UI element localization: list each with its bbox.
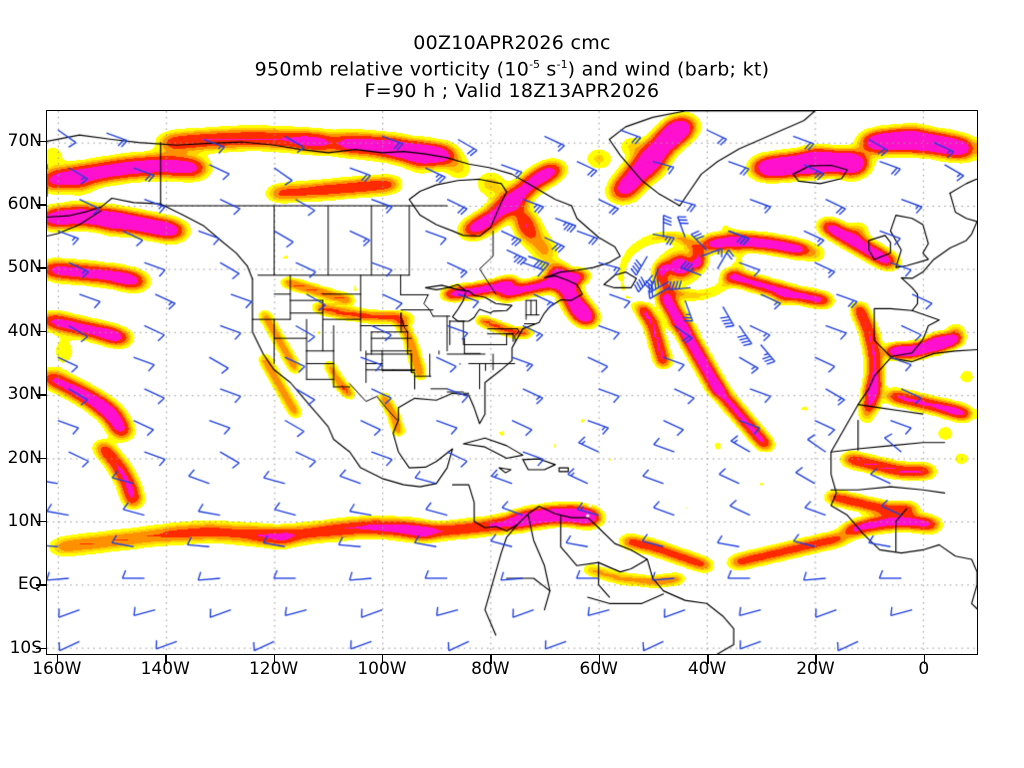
- title-variable-mid: s: [540, 58, 557, 81]
- vorticity-wind-map-canvas: [47, 111, 977, 654]
- lat-tick-eq: [36, 584, 46, 586]
- lon-tick-140w: [165, 655, 167, 664]
- lat-label-40n: 40N: [7, 320, 42, 341]
- lat-label-10n: 10N: [7, 510, 42, 531]
- lon-tick-0: [923, 655, 926, 664]
- lon-label-60w: 60W: [579, 659, 618, 679]
- title-line-model: 00Z10APR2026 cmc: [413, 32, 611, 54]
- lat-tick-70n: [36, 140, 46, 143]
- lon-label-100w: 100W: [357, 659, 407, 679]
- lon-tick-100w: [381, 655, 384, 664]
- lat-tick-10n: [36, 520, 46, 523]
- lon-tick-60w: [598, 655, 601, 664]
- title-line-valid: F=90 h ; Valid 18Z13APR2026: [364, 80, 660, 103]
- title-variable-post: ) and wind (barb; kt): [567, 58, 770, 81]
- lon-label-20w: 20W: [796, 659, 835, 679]
- title-exponent-minus1: -1: [556, 58, 568, 71]
- lon-label-120w: 120W: [248, 659, 299, 679]
- lat-tick-40n: [36, 330, 46, 333]
- chart-title-block: 00Z10APR2026 cmc 950mb relative vorticit…: [0, 32, 1024, 102]
- lat-label-20n: 20N: [7, 447, 42, 468]
- lat-label-60n: 60N: [7, 194, 42, 215]
- lon-tick-120w: [273, 655, 276, 664]
- lat-label-30n: 30N: [7, 384, 42, 405]
- lon-label-80w: 80W: [471, 659, 510, 679]
- lon-label-160w: 160W: [32, 659, 82, 679]
- lat-label-70n: 70N: [7, 130, 42, 151]
- lon-label-40w: 40W: [687, 659, 727, 679]
- lon-tick-80w: [490, 655, 492, 664]
- lat-label-50n: 50N: [7, 257, 42, 278]
- lon-tick-20w: [815, 655, 817, 664]
- lat-tick-50n: [36, 267, 46, 269]
- lon-label-140w: 140W: [140, 659, 190, 679]
- lat-label-10s: 10S: [9, 637, 42, 658]
- lat-tick-10s: [36, 647, 46, 650]
- lat-tick-60n: [36, 204, 46, 206]
- lon-label-0: 0: [918, 659, 930, 679]
- lon-tick-40w: [707, 655, 709, 664]
- title-variable-pre: 950mb relative vorticity (10: [254, 58, 530, 81]
- map-plot-area: [46, 110, 978, 655]
- lat-tick-20n: [36, 457, 46, 460]
- title-exponent-minus5: -5: [529, 58, 541, 71]
- lat-tick-30n: [36, 394, 46, 396]
- title-line-variable: 950mb relative vorticity (10-5 s-1) and …: [0, 54, 1024, 80]
- lon-tick-160w: [56, 655, 59, 664]
- lat-label-eq: EQ: [17, 574, 42, 595]
